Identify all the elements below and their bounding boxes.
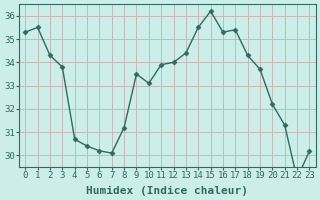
X-axis label: Humidex (Indice chaleur): Humidex (Indice chaleur) [86, 186, 248, 196]
